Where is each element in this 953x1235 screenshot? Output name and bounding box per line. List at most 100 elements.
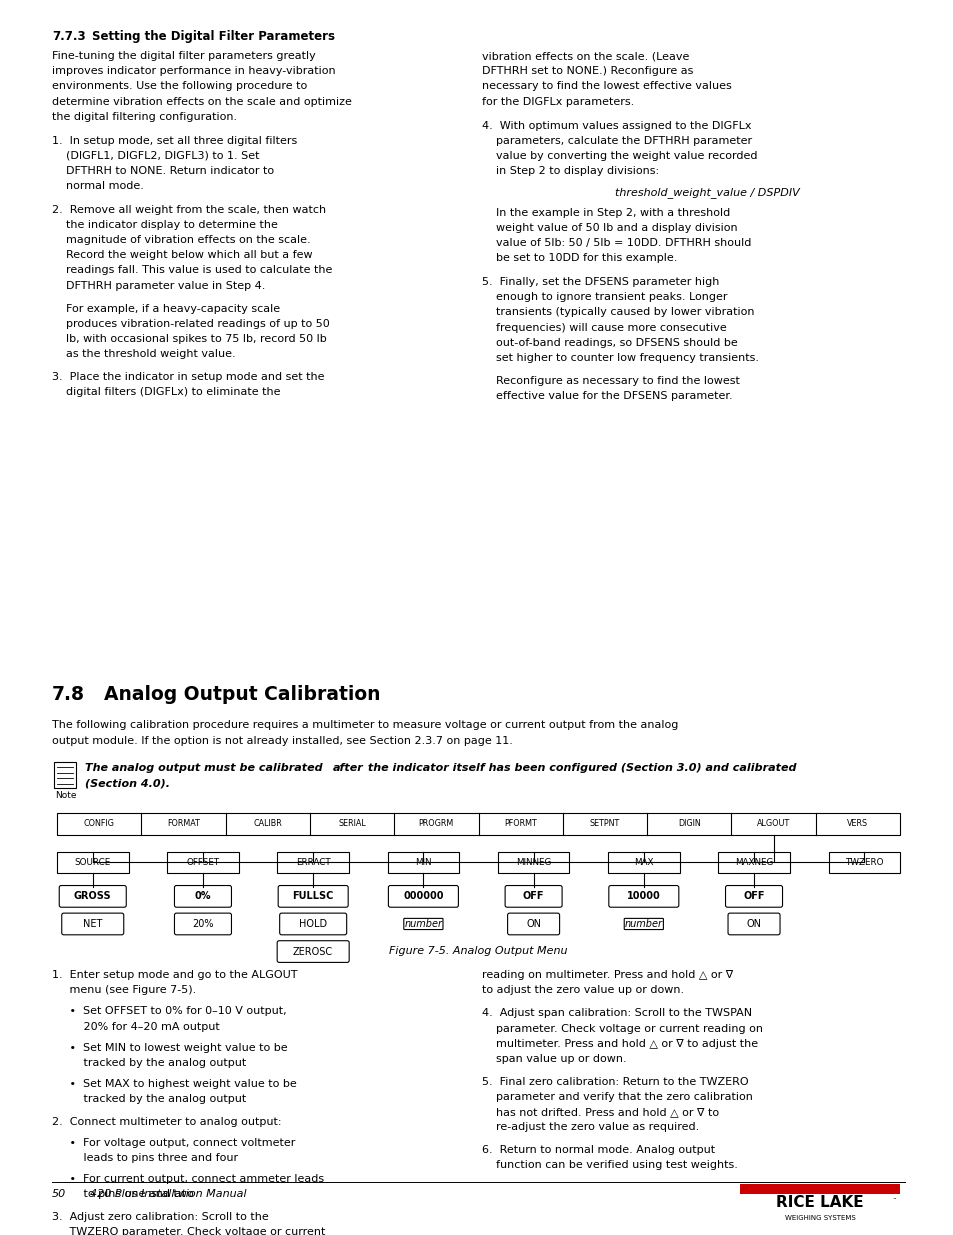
Bar <box>718 851 789 873</box>
Text: ON: ON <box>525 919 540 929</box>
Text: ZEROSC: ZEROSC <box>293 946 333 957</box>
Text: environments. Use the following procedure to: environments. Use the following procedur… <box>52 82 307 91</box>
Text: Record the weight below which all but a few: Record the weight below which all but a … <box>52 251 313 261</box>
Text: CALIBR: CALIBR <box>253 820 282 829</box>
Text: output module. If the option is not already installed, see Section 2.3.7 on page: output module. If the option is not alre… <box>52 736 513 746</box>
Text: out-of-band readings, so DFSENS should be: out-of-band readings, so DFSENS should b… <box>481 337 737 348</box>
Text: 000000: 000000 <box>403 892 443 902</box>
Text: tracked by the analog output: tracked by the analog output <box>52 1094 246 1104</box>
Text: the indicator itself has been configured (Section 3.0) and calibrated: the indicator itself has been configured… <box>363 763 795 773</box>
Bar <box>277 851 349 873</box>
Bar <box>167 851 238 873</box>
Bar <box>607 851 679 873</box>
Bar <box>57 851 129 873</box>
Text: For example, if a heavy-capacity scale: For example, if a heavy-capacity scale <box>52 304 280 314</box>
Text: TWZERO: TWZERO <box>844 857 882 867</box>
Text: parameter. Check voltage or current reading on: parameter. Check voltage or current read… <box>481 1024 762 1034</box>
Text: the indicator display to determine the: the indicator display to determine the <box>52 220 277 230</box>
Text: for the DIGFLx parameters.: for the DIGFLx parameters. <box>481 96 634 106</box>
Text: OFFSET: OFFSET <box>186 857 219 867</box>
Text: digital filters (DIGFLx) to eliminate the: digital filters (DIGFLx) to eliminate th… <box>52 387 280 396</box>
Text: 4.  Adjust span calibration: Scroll to the TWSPAN: 4. Adjust span calibration: Scroll to th… <box>481 1009 751 1019</box>
Text: 3.  Adjust zero calibration: Scroll to the: 3. Adjust zero calibration: Scroll to th… <box>52 1212 269 1223</box>
Text: multimeter. Press and hold △ or ∇ to adjust the: multimeter. Press and hold △ or ∇ to adj… <box>481 1039 758 1049</box>
Text: the digital filtering configuration.: the digital filtering configuration. <box>52 111 237 122</box>
Text: re-adjust the zero value as required.: re-adjust the zero value as required. <box>481 1123 699 1132</box>
Text: •  For voltage output, connect voltmeter: • For voltage output, connect voltmeter <box>52 1137 295 1147</box>
Text: 7.8: 7.8 <box>52 685 85 704</box>
Text: In the example in Step 2, with a threshold: In the example in Step 2, with a thresho… <box>481 207 729 217</box>
Text: improves indicator performance in heavy-vibration: improves indicator performance in heavy-… <box>52 67 335 77</box>
Text: threshold_weight_value / DSPDIV: threshold_weight_value / DSPDIV <box>614 186 799 198</box>
Text: •  Set OFFSET to 0% for 0–10 V output,: • Set OFFSET to 0% for 0–10 V output, <box>52 1007 286 1016</box>
Text: ··: ·· <box>891 1197 896 1203</box>
Text: number: number <box>624 919 662 929</box>
Text: •  For current output, connect ammeter leads: • For current output, connect ammeter le… <box>52 1174 324 1184</box>
Text: •  Set MIN to lowest weight value to be: • Set MIN to lowest weight value to be <box>52 1042 287 1052</box>
Text: 5.  Final zero calibration: Return to the TWZERO: 5. Final zero calibration: Return to the… <box>481 1077 748 1087</box>
Text: MAXNEG: MAXNEG <box>734 857 772 867</box>
Text: The following calibration procedure requires a multimeter to measure voltage or : The following calibration procedure requ… <box>52 720 678 730</box>
Bar <box>740 1183 899 1193</box>
Text: 7.7.3: 7.7.3 <box>52 30 86 42</box>
Text: 420 Plus Installation Manual: 420 Plus Installation Manual <box>90 1188 247 1199</box>
Text: 4.  With optimum values assigned to the DIGFLx: 4. With optimum values assigned to the D… <box>481 121 751 131</box>
Text: MINNEG: MINNEG <box>516 857 551 867</box>
Text: set higher to counter low frequency transients.: set higher to counter low frequency tran… <box>481 353 759 363</box>
Text: (Section 4.0).: (Section 4.0). <box>85 778 170 789</box>
Text: OFF: OFF <box>522 892 544 902</box>
Text: frequencies) will cause more consecutive: frequencies) will cause more consecutive <box>481 322 726 332</box>
Text: ON: ON <box>746 919 760 929</box>
Text: tracked by the analog output: tracked by the analog output <box>52 1057 246 1068</box>
Text: 10000: 10000 <box>626 892 660 902</box>
Text: 1.  In setup mode, set all three digital filters: 1. In setup mode, set all three digital … <box>52 136 297 146</box>
Text: to pins one and two: to pins one and two <box>52 1189 193 1199</box>
Text: MAX: MAX <box>634 857 653 867</box>
Bar <box>497 851 569 873</box>
Text: normal mode.: normal mode. <box>52 182 144 191</box>
Text: DFTHRH parameter value in Step 4.: DFTHRH parameter value in Step 4. <box>52 280 265 290</box>
Text: Setting the Digital Filter Parameters: Setting the Digital Filter Parameters <box>91 30 335 42</box>
Text: GROSS: GROSS <box>74 892 112 902</box>
Text: span value up or down.: span value up or down. <box>481 1053 626 1063</box>
Text: reading on multimeter. Press and hold △ or ∇: reading on multimeter. Press and hold △ … <box>481 971 733 981</box>
Text: menu (see Figure 7-5).: menu (see Figure 7-5). <box>52 986 196 995</box>
Text: (DIGFL1, DIGFL2, DIGFL3) to 1. Set: (DIGFL1, DIGFL2, DIGFL3) to 1. Set <box>52 151 259 161</box>
Text: SETPNT: SETPNT <box>589 820 619 829</box>
Text: The analog output must be calibrated: The analog output must be calibrated <box>85 763 326 773</box>
Text: PFORMT: PFORMT <box>504 820 537 829</box>
Text: function can be verified using test weights.: function can be verified using test weig… <box>481 1160 737 1171</box>
Text: transients (typically caused by lower vibration: transients (typically caused by lower vi… <box>481 308 754 317</box>
Text: be set to 10DD for this example.: be set to 10DD for this example. <box>481 253 677 263</box>
Text: 0%: 0% <box>194 892 211 902</box>
Bar <box>57 813 899 835</box>
Text: PROGRM: PROGRM <box>418 820 454 829</box>
Text: value of 5lb: 50 / 5lb = 10DD. DFTHRH should: value of 5lb: 50 / 5lb = 10DD. DFTHRH sh… <box>481 238 751 248</box>
Text: Reconfigure as necessary to find the lowest: Reconfigure as necessary to find the low… <box>481 375 740 385</box>
Text: Figure 7-5. Analog Output Menu: Figure 7-5. Analog Output Menu <box>389 946 567 956</box>
Text: WEIGHING SYSTEMS: WEIGHING SYSTEMS <box>783 1215 855 1221</box>
Text: MIN: MIN <box>415 857 431 867</box>
Text: •  Set MAX to highest weight value to be: • Set MAX to highest weight value to be <box>52 1078 296 1089</box>
Text: after: after <box>333 763 363 773</box>
Text: has not drifted. Press and hold △ or ∇ to: has not drifted. Press and hold △ or ∇ t… <box>481 1107 719 1116</box>
Text: readings fall. This value is used to calculate the: readings fall. This value is used to cal… <box>52 266 332 275</box>
Text: SOURCE: SOURCE <box>74 857 111 867</box>
Bar <box>827 851 899 873</box>
Text: 1.  Enter setup mode and go to the ALGOUT: 1. Enter setup mode and go to the ALGOUT <box>52 971 297 981</box>
Text: vibration effects on the scale. (Leave: vibration effects on the scale. (Leave <box>481 51 689 62</box>
Text: magnitude of vibration effects on the scale.: magnitude of vibration effects on the sc… <box>52 235 311 246</box>
Text: determine vibration effects on the scale and optimize: determine vibration effects on the scale… <box>52 96 352 106</box>
Text: 2.  Remove all weight from the scale, then watch: 2. Remove all weight from the scale, the… <box>52 205 326 215</box>
Text: 6.  Return to normal mode. Analog output: 6. Return to normal mode. Analog output <box>481 1145 715 1155</box>
Text: TWZERO parameter. Check voltage or current: TWZERO parameter. Check voltage or curre… <box>52 1228 325 1235</box>
Text: enough to ignore transient peaks. Longer: enough to ignore transient peaks. Longer <box>481 293 727 303</box>
Text: Note: Note <box>55 792 76 800</box>
Text: Fine-tuning the digital filter parameters greatly: Fine-tuning the digital filter parameter… <box>52 51 315 62</box>
Text: Analog Output Calibration: Analog Output Calibration <box>104 685 380 704</box>
Text: parameters, calculate the DFTHRH parameter: parameters, calculate the DFTHRH paramet… <box>481 136 751 146</box>
Text: 20% for 4–20 mA output: 20% for 4–20 mA output <box>52 1021 219 1031</box>
Text: NET: NET <box>83 919 102 929</box>
Text: FORMAT: FORMAT <box>167 820 200 829</box>
Bar <box>54 762 76 788</box>
